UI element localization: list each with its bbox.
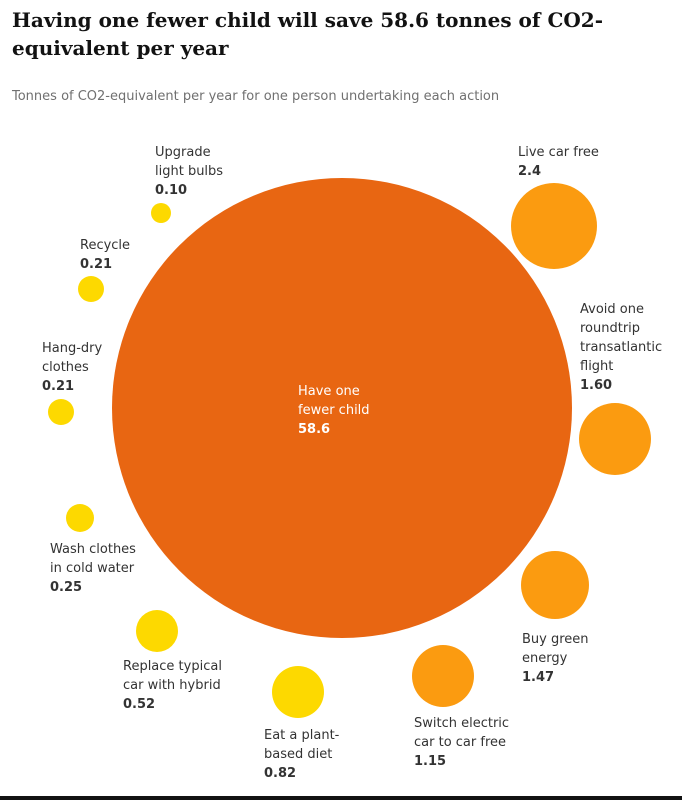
bubble-mark <box>66 504 94 532</box>
bubble-group: Live car free 2.4 <box>511 145 599 269</box>
bubble-group: Buy green energy 1.47 <box>521 551 589 685</box>
bubble-category-label: Upgrade <box>155 145 211 160</box>
bubble-value-label: 0.52 <box>123 697 155 712</box>
bubble-category-label: light bulbs <box>155 164 223 179</box>
bubble-category-label: Replace typical <box>123 659 222 674</box>
bubble-group: Eat a plant-based diet 0.82 <box>264 666 340 781</box>
bubble-group: Wash clothes in cold water 0.25 <box>50 504 136 595</box>
bubble-group: Switch electric car to car free 1.15 <box>412 645 509 769</box>
bubble-mark <box>272 666 324 718</box>
bubble-mark <box>521 551 589 619</box>
bubble-value-label: 0.82 <box>264 766 296 781</box>
bubble-mark <box>48 399 74 425</box>
chart-subtitle: Tonnes of CO2-equivalent per year for on… <box>12 89 500 104</box>
bubble-category-label: based diet <box>264 747 332 762</box>
bubble-mark <box>412 645 474 707</box>
bubble-value-label: 0.21 <box>80 257 112 272</box>
bubble-category-label: fewer child <box>298 403 370 418</box>
bubble-category-label: Live car free <box>518 145 599 160</box>
bubble-category-label: Eat a plant- <box>264 728 340 743</box>
bubble-category-label: car with hybrid <box>123 678 221 693</box>
bubble-category-label: flight <box>580 359 613 374</box>
bubble-mark <box>78 276 104 302</box>
bubble-mark <box>511 183 597 269</box>
bubble-category-label: Recycle <box>80 238 130 253</box>
bubble-category-label: car to car free <box>414 735 506 750</box>
bubble-category-label: Hang-dry <box>42 341 103 356</box>
bubble-category-label: clothes <box>42 360 89 375</box>
bubble-group: Avoid one roundtrip transatlantic flight 1.6… <box>579 302 662 475</box>
bubble-value-label: 58.6 <box>298 422 330 437</box>
bubble-category-label: Buy green <box>522 632 589 647</box>
bubble-group: Hang-dry clothes 0.21 <box>42 341 103 425</box>
bubble-value-label: 0.10 <box>155 183 187 198</box>
bubble-group: Replace typical car with hybrid 0.52 <box>123 610 222 712</box>
bubble-mark <box>151 203 171 223</box>
bubble-group: Recycle 0.21 <box>78 238 130 302</box>
bubble-value-label: 1.47 <box>522 670 554 685</box>
bubble-group: Upgrade light bulbs 0.10 <box>151 145 223 223</box>
bubble-value-label: 0.21 <box>42 379 74 394</box>
bubble-value-label: 1.15 <box>414 754 446 769</box>
bubble-category-label: Avoid one <box>580 302 644 317</box>
chart-title: Having one fewer child will save 58.6 to… <box>12 8 604 60</box>
bottom-rule <box>0 796 682 800</box>
bubble-category-label: transatlantic <box>580 340 662 355</box>
bubble-value-label: 2.4 <box>518 164 541 179</box>
bubble-category-label: energy <box>522 651 568 666</box>
bubble-category-label: roundtrip <box>580 321 640 336</box>
bubble-value-label: 0.25 <box>50 580 82 595</box>
bubble-mark <box>112 178 572 638</box>
bubble-value-label: 1.60 <box>580 378 612 393</box>
bubble-category-label: Wash clothes <box>50 542 136 557</box>
bubble-mark <box>579 403 651 475</box>
bubble-category-label: Have one <box>298 384 360 399</box>
bubble-group: Have one fewer child 58.6 <box>112 178 572 638</box>
bubble-mark <box>136 610 178 652</box>
bubble-category-label: in cold water <box>50 561 135 576</box>
bubble-category-label: Switch electric <box>414 716 509 731</box>
